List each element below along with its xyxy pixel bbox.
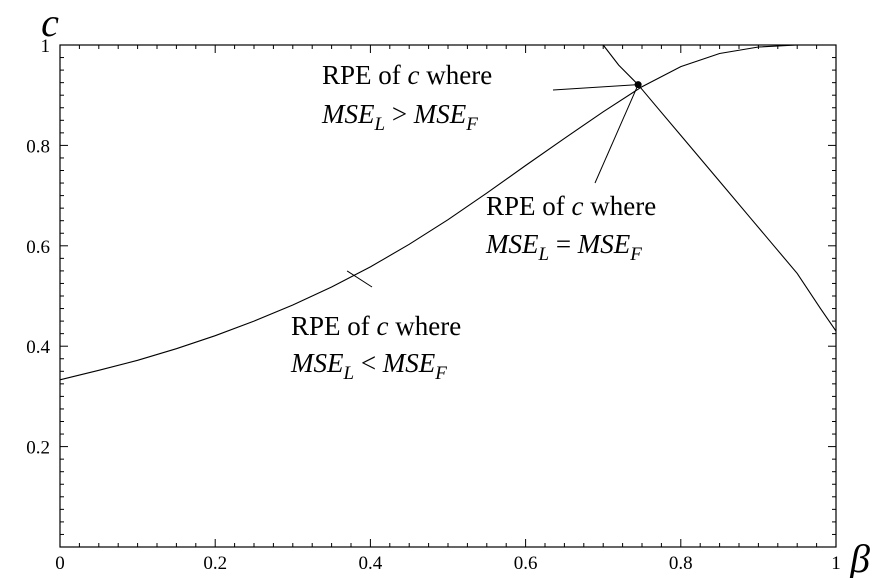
annotation-leader-line: [552, 84, 639, 91]
annotation-variable: c: [377, 311, 389, 341]
x-tick-label: 0: [55, 553, 65, 574]
svg-text:MSEL > MSEF: MSEL > MSEF: [321, 99, 478, 135]
annotation-variable: c: [572, 191, 584, 221]
x-tick-label: 0.6: [514, 553, 538, 574]
annotation-leaders: [346, 84, 639, 288]
annotation-mse-equal: RPE of c where MSEL = MSEF: [485, 191, 656, 265]
y-tick-label: 0.2: [26, 438, 50, 459]
annotation-lhs: MSE: [321, 99, 375, 129]
annotation-lhs-sub: L: [373, 114, 385, 135]
annotation-mse-greater: RPE of c where MSEL > MSEF: [321, 60, 492, 135]
annotation-rhs-sub: F: [629, 244, 642, 265]
annotation-variable: c: [408, 60, 420, 90]
y-axis-title: c: [41, 0, 59, 45]
annotation-text: RPE of: [291, 311, 377, 341]
annotation-rhs: MSE: [413, 99, 467, 129]
svg-text:MSEL < MSEF: MSEL < MSEF: [290, 348, 447, 384]
y-tick-label: 0.8: [26, 136, 50, 157]
annotation-mse-less: RPE of c where MSEL < MSEF: [290, 311, 461, 384]
annotation-operator: <: [354, 348, 383, 378]
svg-text:RPE of c where: RPE of c where: [291, 311, 461, 341]
y-tick-label: 1: [41, 36, 51, 57]
annotation-rhs-sub: F: [465, 114, 478, 135]
annotation-lhs: MSE: [485, 229, 539, 259]
annotation-text: where: [584, 191, 657, 221]
annotation-text: RPE of: [486, 191, 572, 221]
annotation-rhs: MSE: [382, 348, 436, 378]
annotation-text: where: [420, 60, 493, 90]
annotation-leader-line: [346, 270, 373, 288]
annotation-text: RPE of: [322, 60, 408, 90]
x-tick-label: 0.4: [359, 553, 383, 574]
series-line-1: [59, 44, 836, 381]
annotation-lhs-sub: L: [342, 363, 354, 384]
annotation-rhs: MSE: [577, 229, 631, 259]
annotation-operator: =: [549, 229, 578, 259]
annotation-operator: >: [385, 99, 414, 129]
x-tick-label: 1: [831, 553, 841, 574]
tick-labels: 0 0.2 0.4 0.6 0.8 1 0.2 0.4 0.6 0.8 1: [26, 36, 841, 574]
annotation-rhs-sub: F: [434, 363, 447, 384]
series-line-2: [602, 44, 837, 332]
x-axis-title: β: [849, 536, 870, 578]
annotation-lhs: MSE: [290, 348, 344, 378]
annotation-leader-line: [594, 84, 639, 184]
x-tick-label: 0.2: [203, 553, 227, 574]
annotation-text: where: [389, 311, 462, 341]
y-tick-label: 0.4: [26, 337, 50, 358]
svg-text:RPE of c where: RPE of c where: [322, 60, 492, 90]
svg-text:RPE of c where: RPE of c where: [486, 191, 656, 221]
svg-text:MSEL = MSEF: MSEL = MSEF: [485, 229, 642, 265]
annotation-lhs-sub: L: [537, 244, 549, 265]
x-tick-label: 0.8: [669, 553, 693, 574]
tick-marks: [59, 44, 837, 548]
y-tick-label: 0.6: [26, 237, 50, 258]
